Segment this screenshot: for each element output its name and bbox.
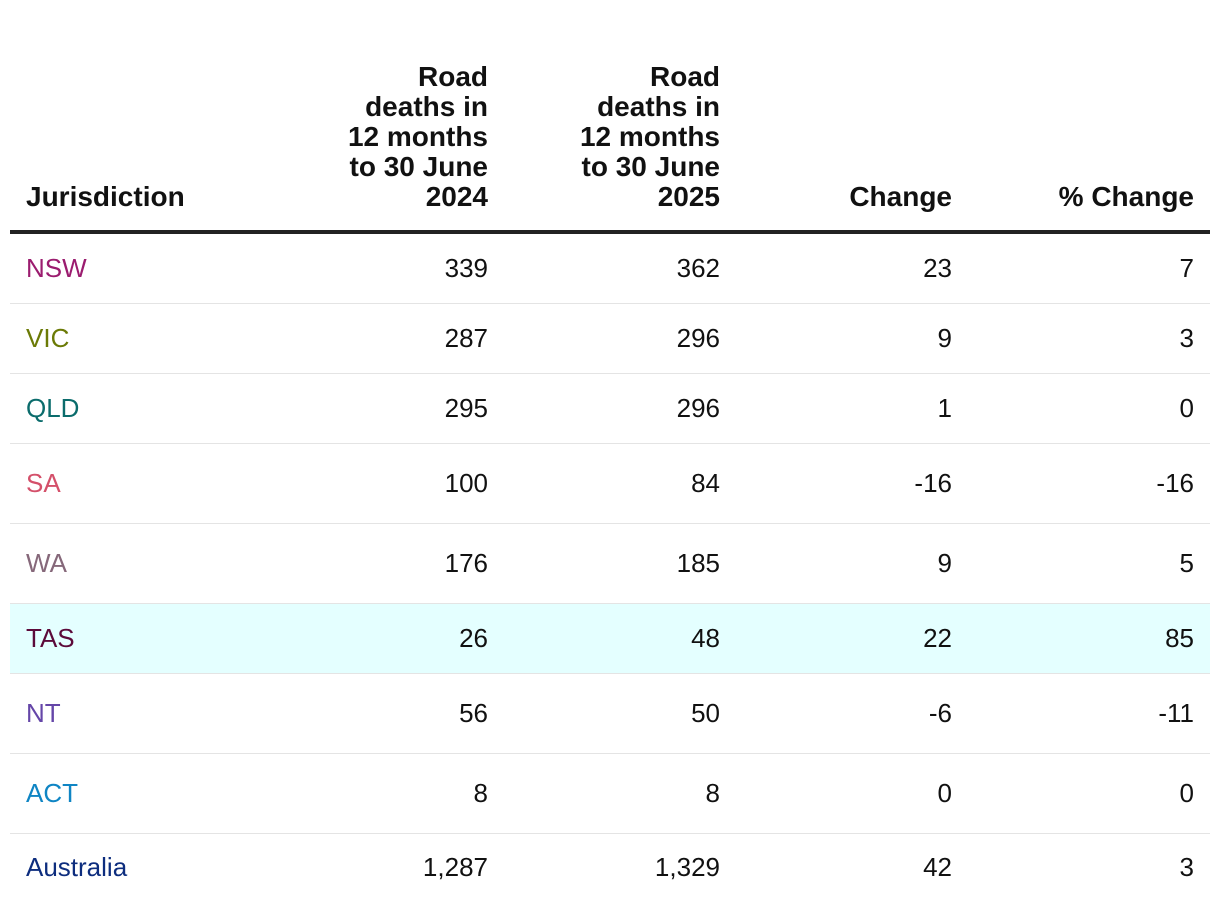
header-road-deaths-2024-label: Road deaths in 12 months to 30 June 2024 [328, 62, 488, 212]
cell-pct-change: 3 [968, 304, 1210, 374]
cell-road-deaths-2025: 185 [504, 524, 736, 604]
header-pct-change: % Change [968, 0, 1210, 232]
cell-jurisdiction: SA [10, 444, 272, 524]
cell-jurisdiction: NT [10, 674, 272, 754]
cell-pct-change: 85 [968, 604, 1210, 674]
cell-jurisdiction: ACT [10, 754, 272, 834]
header-road-deaths-2024: Road deaths in 12 months to 30 June 2024 [272, 0, 504, 232]
cell-pct-change: 7 [968, 232, 1210, 304]
cell-road-deaths-2024: 56 [272, 674, 504, 754]
cell-change: 1 [736, 374, 968, 444]
cell-change: 9 [736, 304, 968, 374]
cell-road-deaths-2025: 84 [504, 444, 736, 524]
cell-road-deaths-2024: 287 [272, 304, 504, 374]
cell-road-deaths-2024: 26 [272, 604, 504, 674]
cell-road-deaths-2025: 296 [504, 374, 736, 444]
cell-change: 23 [736, 232, 968, 304]
cell-road-deaths-2025: 362 [504, 232, 736, 304]
cell-change: 22 [736, 604, 968, 674]
cell-pct-change: 3 [968, 834, 1210, 900]
cell-pct-change: -16 [968, 444, 1210, 524]
cell-road-deaths-2025: 1,329 [504, 834, 736, 900]
header-row: Jurisdiction Road deaths in 12 months to… [10, 0, 1210, 232]
road-deaths-table-container: Jurisdiction Road deaths in 12 months to… [10, 0, 1210, 900]
cell-pct-change: -11 [968, 674, 1210, 754]
cell-road-deaths-2024: 295 [272, 374, 504, 444]
cell-pct-change: 0 [968, 754, 1210, 834]
cell-jurisdiction: QLD [10, 374, 272, 444]
header-jurisdiction: Jurisdiction [10, 0, 272, 232]
cell-road-deaths-2024: 1,287 [272, 834, 504, 900]
cell-change: 9 [736, 524, 968, 604]
header-road-deaths-2025-label: Road deaths in 12 months to 30 June 2025 [560, 62, 720, 212]
cell-change: 0 [736, 754, 968, 834]
header-change: Change [736, 0, 968, 232]
cell-pct-change: 0 [968, 374, 1210, 444]
road-deaths-table: Jurisdiction Road deaths in 12 months to… [10, 0, 1210, 900]
cell-jurisdiction: TAS [10, 604, 272, 674]
cell-change: -6 [736, 674, 968, 754]
cell-change: -16 [736, 444, 968, 524]
cell-road-deaths-2024: 8 [272, 754, 504, 834]
header-road-deaths-2025: Road deaths in 12 months to 30 June 2025 [504, 0, 736, 232]
cell-road-deaths-2024: 176 [272, 524, 504, 604]
table-header: Jurisdiction Road deaths in 12 months to… [10, 0, 1210, 232]
cell-road-deaths-2024: 339 [272, 232, 504, 304]
cell-jurisdiction: Australia [10, 834, 272, 900]
cell-jurisdiction: VIC [10, 304, 272, 374]
cell-road-deaths-2024: 100 [272, 444, 504, 524]
cell-road-deaths-2025: 50 [504, 674, 736, 754]
cell-jurisdiction: NSW [10, 232, 272, 304]
cell-change: 42 [736, 834, 968, 900]
cell-road-deaths-2025: 48 [504, 604, 736, 674]
cell-jurisdiction: WA [10, 524, 272, 604]
cell-road-deaths-2025: 296 [504, 304, 736, 374]
cell-pct-change: 5 [968, 524, 1210, 604]
cell-road-deaths-2025: 8 [504, 754, 736, 834]
